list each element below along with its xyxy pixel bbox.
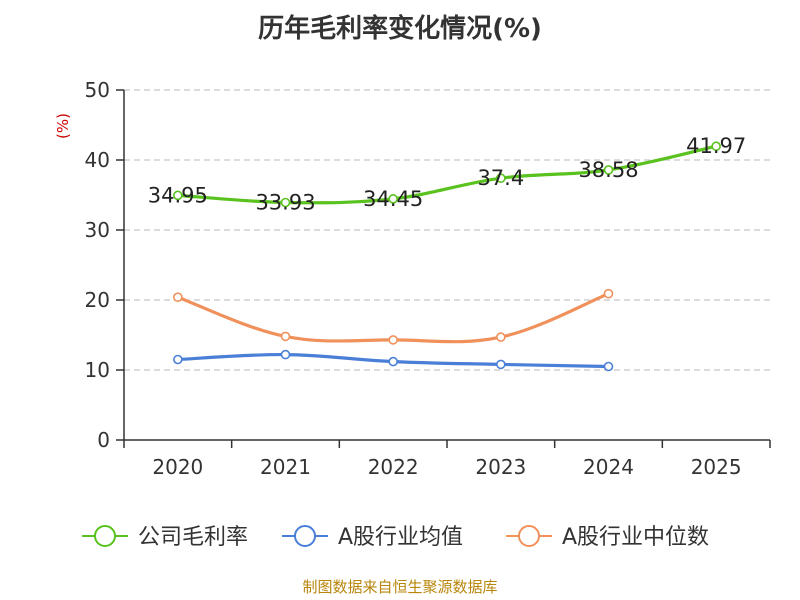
legend-marker [94,525,116,547]
y-tick-label: 50 [85,78,110,102]
y-tick-label: 0 [97,428,110,452]
x-tick-label: 2022 [368,455,419,479]
x-tick-label: 2021 [260,455,311,479]
data-point [173,354,183,365]
data-point [496,173,506,183]
data-point [280,197,291,208]
data-source-note: 制图数据来自恒生聚源数据库 [302,578,498,596]
chart-title: 历年毛利率变化情况(%) [258,14,542,44]
legend-label[interactable]: A股行业均值 [338,525,463,550]
data-label: 37.4 [477,166,524,190]
x-tick-label: 2023 [475,455,526,479]
x-tick-label: 2020 [152,455,203,479]
data-point [388,194,398,204]
data-label: 41.97 [686,134,746,158]
x-tick-label: 2024 [583,455,634,479]
data-label: 34.45 [363,187,423,211]
data-point [280,349,291,360]
y-tick-label: 10 [85,358,110,382]
legend-marker [294,525,316,547]
data-label: 34.95 [148,183,208,207]
y-tick-label: 30 [85,218,110,242]
series-line-2 [177,292,610,344]
legend-marker [518,525,540,547]
legend-label[interactable]: 公司毛利率 [138,525,248,550]
series-line-0 [177,144,717,205]
data-label: 38.58 [578,158,638,182]
data-point [496,332,506,342]
data-point [711,141,721,152]
data-point [388,356,398,367]
data-point [603,361,614,372]
x-tick-label: 2025 [691,455,742,479]
data-point [173,190,183,201]
legend-label[interactable]: A股行业中位数 [562,525,709,550]
data-point [173,292,183,303]
data-point [603,288,614,299]
data-point [280,331,291,342]
data-label: 33.93 [255,190,315,214]
y-axis-label: (%) [54,113,72,139]
data-point [603,165,614,175]
y-tick-label: 40 [85,148,110,172]
data-point [496,359,506,370]
y-tick-label: 20 [85,288,110,312]
data-point [388,335,398,345]
